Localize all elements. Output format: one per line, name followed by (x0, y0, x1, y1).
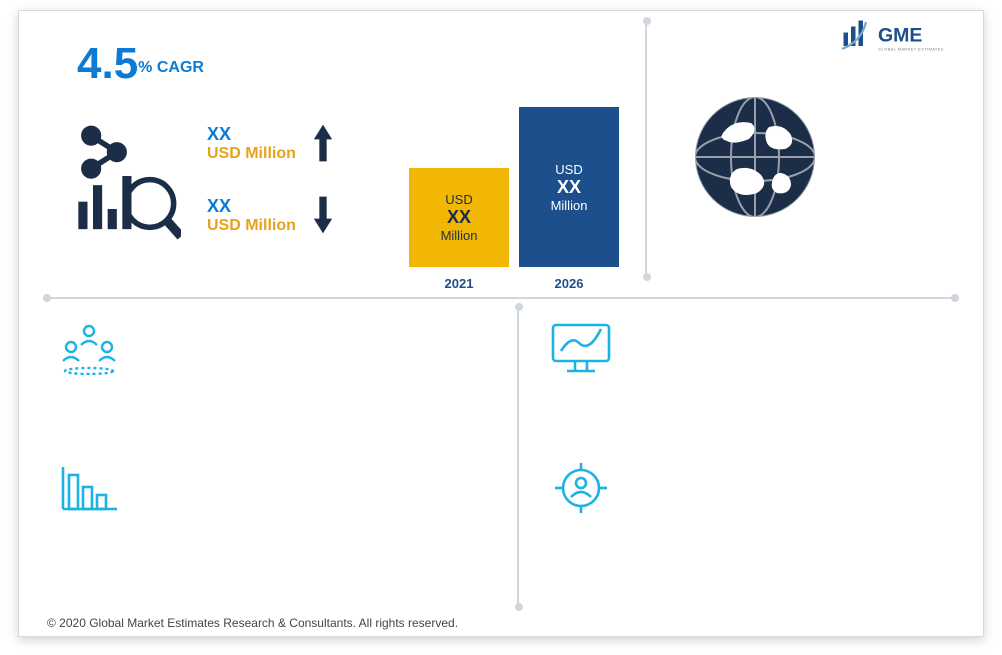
value-low-row: XX USD Million (207, 193, 377, 237)
monitor-trend-icon (549, 321, 613, 375)
cell-growth-drivers (57, 461, 487, 515)
bar-usd-label: USD (555, 162, 582, 177)
people-icon (57, 321, 121, 375)
bar-2026: USDXXMillion (519, 107, 619, 267)
cagr-label: % CAGR (138, 59, 204, 76)
cagr-number: 4.5 (77, 39, 138, 88)
bar-usd-label: USD (445, 192, 472, 207)
bar-xx-label: XX (447, 207, 471, 228)
value-range: XX USD Million XX USD Million (207, 121, 377, 265)
bar-year-label: 2026 (519, 276, 619, 291)
bar-xx-label: XX (557, 177, 581, 198)
cell-market-trends (549, 321, 979, 375)
bar-unit-label: Million (551, 198, 588, 213)
analysis-icon (71, 121, 181, 251)
cell-target-segment (549, 461, 979, 515)
market-bar-chart: USDXXMillionUSDXXMillion 20212026 (409, 91, 619, 291)
main-frame: GME GLOBAL MARKET ESTIMATES 4.5% CAGR (18, 10, 984, 637)
horizontal-divider (47, 297, 955, 299)
value-low-usd: USD Million (207, 217, 296, 235)
value-high-row: XX USD Million (207, 121, 377, 165)
value-high-xx: XX (207, 124, 296, 145)
value-low-xx: XX (207, 196, 296, 217)
bar-chart-icon (57, 461, 121, 515)
bar-year-label: 2021 (409, 276, 509, 291)
copyright-text: © 2020 Global Market Estimates Research … (47, 616, 458, 630)
bar-2021: USDXXMillion (409, 168, 509, 267)
top-section: 4.5% CAGR XX USD Million (37, 21, 965, 291)
arrow-up-icon (312, 121, 334, 165)
top-vertical-divider (645, 21, 647, 277)
bar-unit-label: Million (441, 228, 478, 243)
arrow-down-icon (312, 193, 334, 237)
target-user-icon (549, 461, 613, 515)
cell-key-players (57, 321, 487, 375)
value-high-usd: USD Million (207, 145, 296, 163)
bottom-vertical-divider (517, 307, 519, 607)
globe-icon (685, 87, 825, 227)
cagr-value: 4.5% CAGR (77, 39, 204, 89)
